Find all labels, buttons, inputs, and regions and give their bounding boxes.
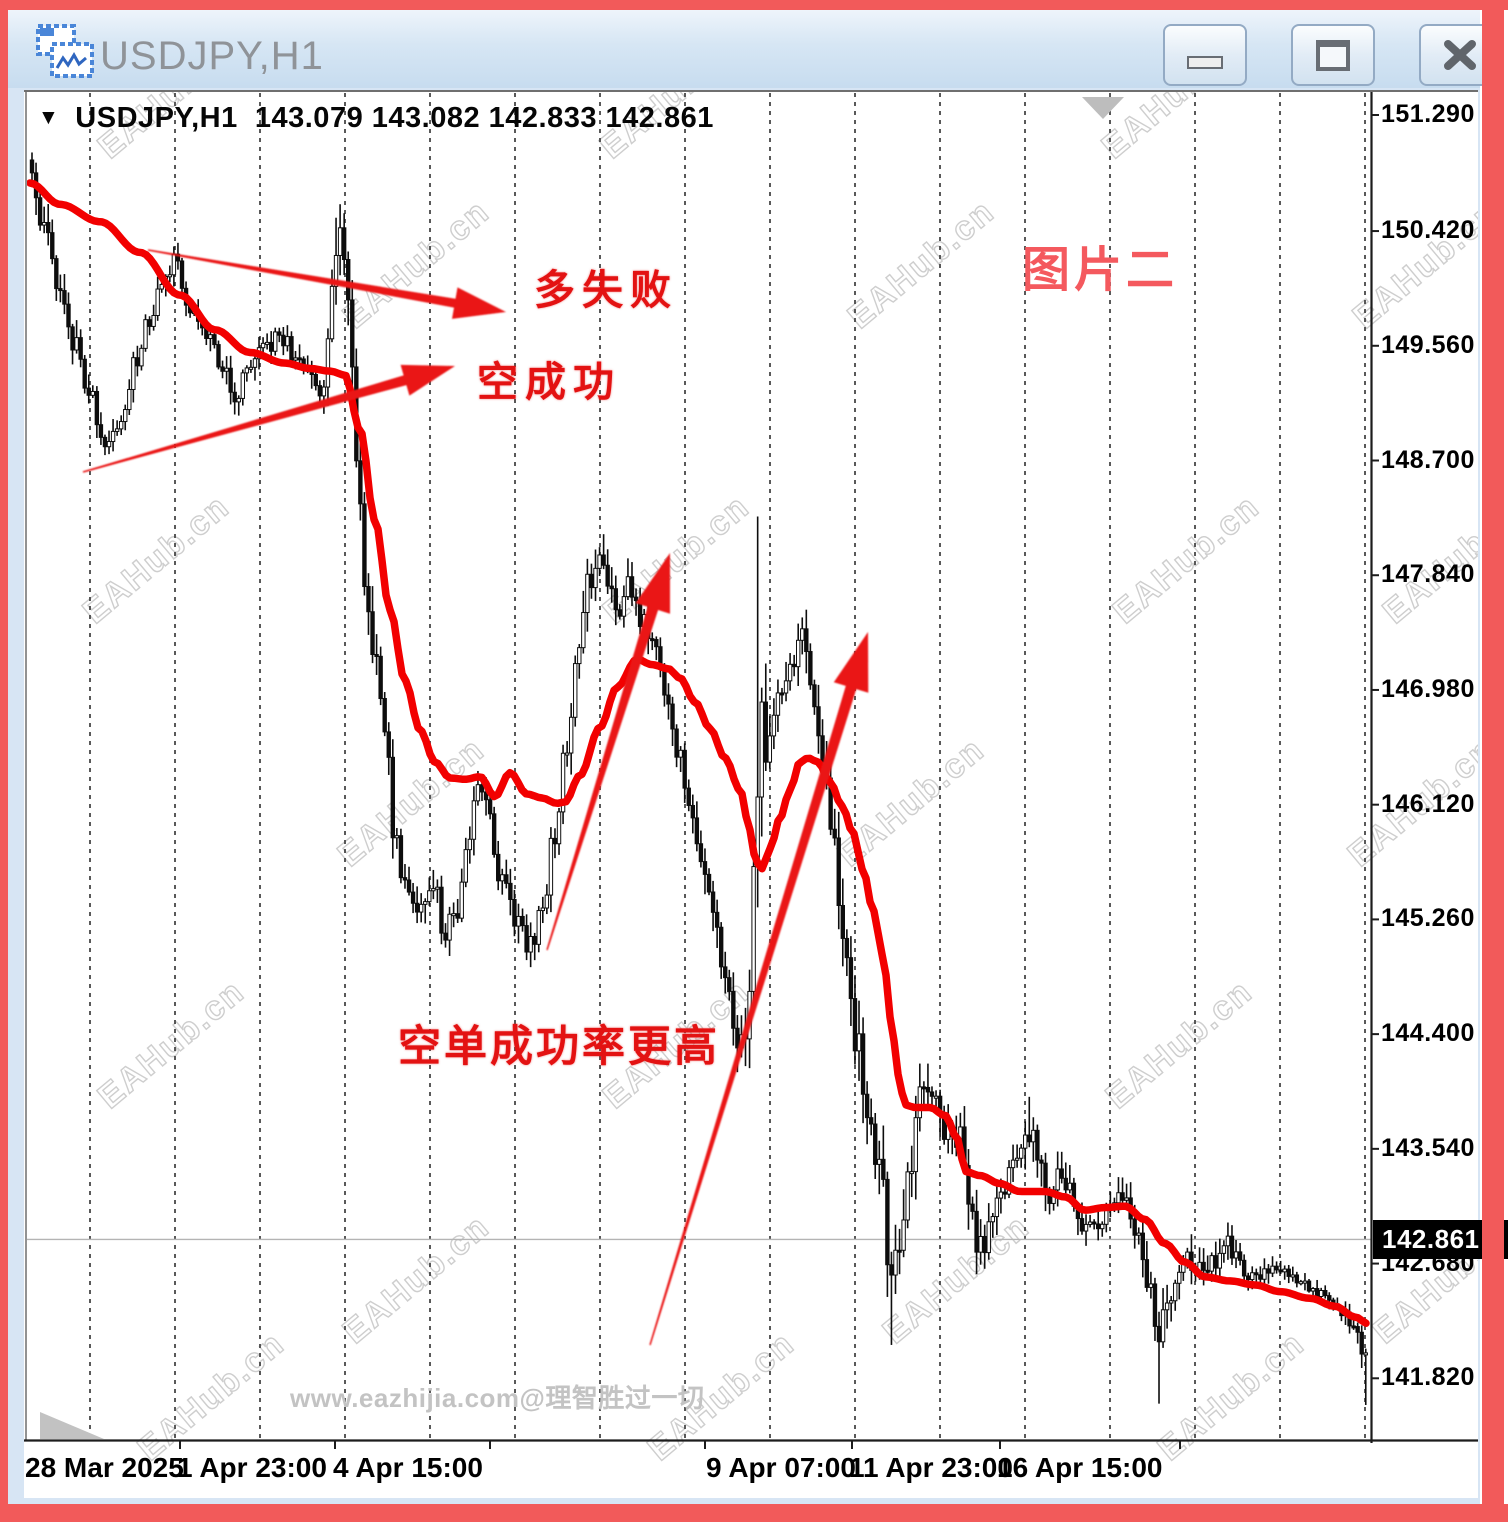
eahub-watermark: EAHub.cn — [336, 1207, 497, 1351]
price-axis-label: 143.540 — [1381, 1133, 1475, 1162]
price-axis-label: 148.700 — [1381, 445, 1475, 474]
red-border-right — [1482, 10, 1504, 1504]
moving-average-line — [27, 179, 1370, 1327]
site-watermark: www.eazhijia.com@理智胜过一切 — [290, 1383, 705, 1413]
red-border-top — [0, 0, 1508, 10]
eahub-watermark: EAHub.cn — [1376, 487, 1478, 631]
time-axis-label: 1 Apr 23:00 — [177, 1452, 327, 1483]
restore-button[interactable] — [1291, 24, 1375, 86]
annotation-short-win: 空成功 — [477, 359, 621, 405]
eahub-watermark: EAHub.cn — [1151, 1324, 1312, 1468]
red-border-left — [0, 10, 8, 1504]
annotation-picture-two: 图片二 — [1022, 244, 1179, 297]
close-icon — [1444, 40, 1476, 70]
corner-triangle — [40, 1412, 104, 1439]
price-axis-label: 146.120 — [1381, 789, 1475, 818]
eahub-watermark: EAHub.cn — [841, 192, 1002, 336]
time-axis-label: 28 Mar 2025 — [25, 1452, 184, 1483]
price-axis-label: 149.560 — [1381, 330, 1475, 359]
time-axis-label: 16 Apr 15:00 — [997, 1452, 1163, 1483]
chart-window-icon — [36, 24, 94, 78]
eahub-watermark: EAHub.cn — [91, 972, 252, 1116]
price-axis-label: 150.420 — [1381, 216, 1475, 245]
eahub-watermark: EAHub.cn — [1106, 487, 1267, 631]
eahub-watermark: EAHub.cn — [131, 1324, 292, 1468]
arrow-rally-2 — [649, 632, 869, 1346]
annotation-long-fail: 多失败 — [534, 267, 678, 313]
title-bar[interactable]: USDJPY,H1 — [8, 10, 1501, 88]
eahub-watermark: EAHub.cn — [76, 487, 237, 631]
time-axis-label: 4 Apr 15:00 — [333, 1452, 483, 1483]
arrow-rally-1 — [546, 553, 670, 951]
window-title: USDJPY,H1 — [100, 34, 324, 78]
minimize-icon — [1187, 55, 1223, 69]
price-chart[interactable]: EAHub.cn EAHub.cn EAHub.cn EAHub.cn EAHub.cn… — [24, 90, 1478, 1498]
arrow-long-fail — [147, 249, 506, 319]
chart-shift-icon — [1082, 97, 1124, 119]
time-axis-label: 11 Apr 23:00 — [849, 1452, 1013, 1483]
restore-icon — [1316, 39, 1350, 71]
price-axis-label: 145.260 — [1381, 904, 1475, 933]
price-axis-label: 147.840 — [1381, 560, 1475, 589]
price-axis-label: 141.820 — [1381, 1363, 1475, 1392]
red-border-bottom — [0, 1504, 1508, 1522]
price-axis-label: 151.290 — [1381, 100, 1475, 128]
price-axis-label: 146.980 — [1381, 674, 1475, 703]
arrow-short-win — [82, 364, 456, 473]
annotation-short-better: 空单成功率更高 — [398, 1023, 720, 1071]
ohlc-values: USDJPY,H1 143.079 143.082 142.833 142.86… — [75, 102, 714, 134]
ohlc-header[interactable]: ▼ USDJPY,H1 143.079 143.082 142.833 142.8… — [38, 102, 714, 135]
symbol-dropdown-icon[interactable]: ▼ — [38, 106, 60, 129]
time-axis-label: 9 Apr 07:00 — [706, 1452, 856, 1483]
price-axis-label: 144.400 — [1381, 1019, 1475, 1048]
minimize-button[interactable] — [1163, 24, 1247, 86]
eahub-watermark: EAHub.cn — [1099, 972, 1260, 1116]
